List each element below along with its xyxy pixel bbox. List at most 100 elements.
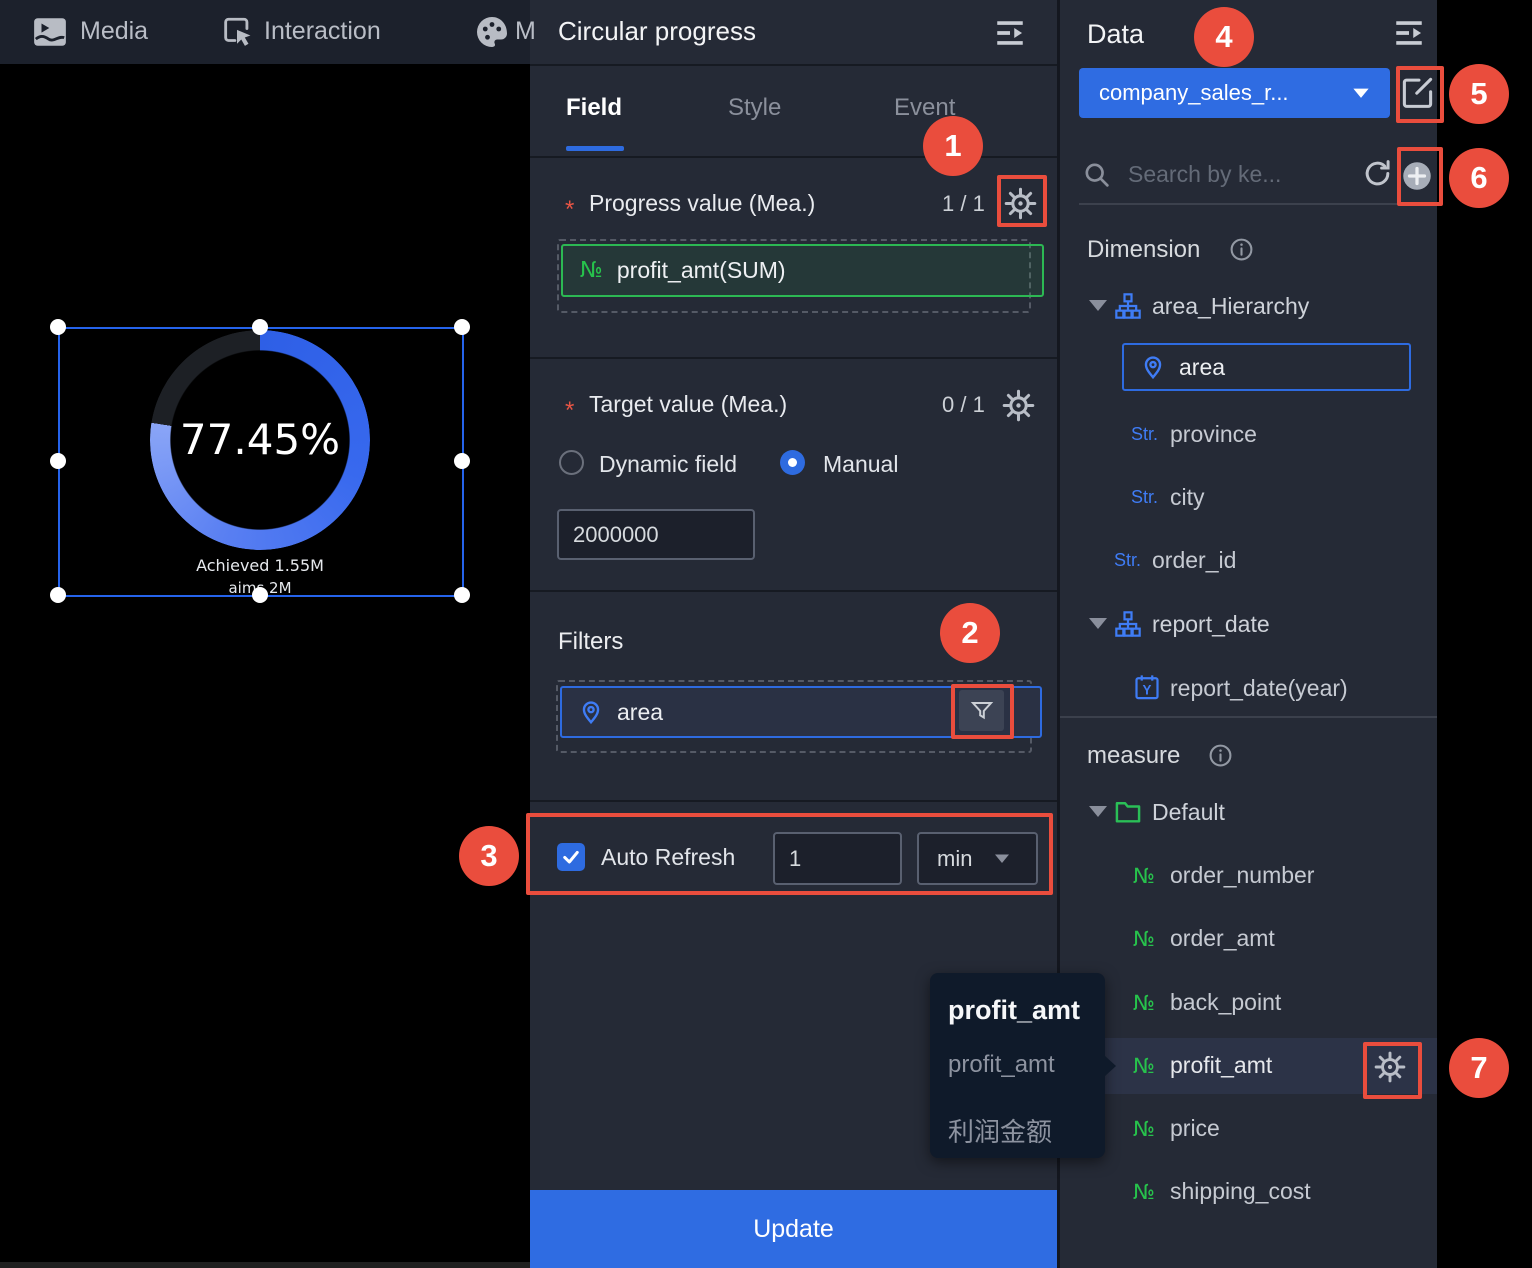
panel-gap (1057, 0, 1060, 1268)
editor-canvas[interactable] (0, 64, 530, 1262)
auto-refresh-checkbox[interactable] (557, 843, 585, 871)
progress-field-name: profit_amt(SUM) (616, 257, 786, 283)
refresh-interval-input[interactable]: 1 (773, 832, 902, 885)
search-input[interactable]: Search by ke... (1128, 161, 1282, 187)
dimension-item-report-date[interactable]: report_date (1152, 611, 1270, 637)
menubar-item-material[interactable]: M (515, 17, 536, 45)
location-pin-icon (578, 699, 604, 725)
tooltip-title: profit_amt (948, 995, 1081, 1025)
filter-settings-button[interactable] (959, 690, 1004, 731)
numeric-type-icon: № (1133, 991, 1155, 1015)
filters-label: Filters (558, 628, 624, 655)
numeric-type-icon: № (1133, 1180, 1155, 1204)
target-value-gear-icon[interactable] (1002, 389, 1035, 422)
selection-handle[interactable] (50, 319, 66, 335)
tab-style[interactable]: Style (728, 94, 782, 121)
radio-manual[interactable] (780, 450, 805, 475)
palette-icon (474, 14, 510, 50)
refresh-interval-text: 1 (789, 845, 802, 871)
measure-folder-default[interactable]: Default (1152, 799, 1225, 825)
progress-value-count: 1 / 1 (942, 191, 985, 216)
string-type-icon: Str. (1114, 550, 1142, 570)
numeric-type-icon: № (1133, 1117, 1155, 1141)
dimension-item-city[interactable]: city (1170, 484, 1205, 510)
search-icon (1082, 160, 1111, 189)
required-asterisk: * (565, 196, 575, 223)
dimension-item-report-date-year[interactable]: report_date(year) (1170, 675, 1348, 701)
dimension-item-province[interactable]: province (1170, 421, 1257, 447)
filter-field-name: area (617, 698, 664, 725)
measure-item-shipping-cost[interactable]: shipping_cost (1170, 1178, 1311, 1204)
annotation-box-edit (1396, 66, 1444, 123)
target-value-text: 2000000 (573, 521, 659, 547)
menubar-item-media[interactable]: Media (80, 17, 149, 45)
annotation-box-auto-refresh (526, 813, 1053, 895)
refresh-unit-text: min (937, 845, 973, 871)
annotation-badge-2: 2 (940, 603, 1000, 663)
measure-item-order-amt[interactable]: order_amt (1170, 925, 1275, 951)
radio-manual-label[interactable]: Manual (823, 451, 899, 477)
refresh-unit-select[interactable]: min (917, 832, 1038, 885)
selection-handle[interactable] (50, 587, 66, 603)
tree-expander-icon[interactable] (1089, 806, 1107, 817)
measure-item-profit-amt[interactable]: profit_amt (1170, 1052, 1273, 1078)
tree-expander-icon[interactable] (1089, 300, 1107, 311)
string-type-icon: Str. (1131, 424, 1159, 444)
add-field-icon[interactable] (1402, 161, 1432, 191)
dimension-item-area-hierarchy[interactable]: area_Hierarchy (1152, 293, 1310, 319)
edit-dataset-icon[interactable] (1400, 75, 1435, 110)
active-tab-underline (566, 146, 624, 151)
measure-item-price[interactable]: price (1170, 1115, 1220, 1141)
folder-icon (1114, 798, 1142, 826)
numeric-type-icon: № (1133, 1054, 1155, 1078)
dimension-item-label: area (1179, 353, 1226, 380)
annotation-badge-7: 7 (1449, 1038, 1509, 1098)
collapse-panel-icon[interactable] (993, 16, 1027, 50)
selection-handle[interactable] (252, 587, 268, 603)
measure-item-order-number[interactable]: order_number (1170, 862, 1315, 888)
radio-dynamic-field-label[interactable]: Dynamic field (599, 451, 738, 477)
dimension-item-order-id[interactable]: order_id (1152, 547, 1237, 573)
refresh-icon[interactable] (1362, 158, 1393, 189)
selection-handle[interactable] (50, 453, 66, 469)
tab-field[interactable]: Field (566, 94, 623, 121)
dataset-name: company_sales_r... (1099, 80, 1289, 105)
required-asterisk: * (565, 397, 575, 424)
info-icon[interactable] (1208, 743, 1233, 768)
measure-item-back-point[interactable]: back_point (1170, 989, 1282, 1015)
chevron-down-icon (994, 853, 1010, 864)
annotation-badge-1: 1 (923, 116, 983, 176)
progress-value-gear-icon[interactable] (1004, 187, 1037, 220)
canvas-bottom-strip (0, 1262, 530, 1268)
tree-expander-icon[interactable] (1089, 618, 1107, 629)
auto-refresh-label: Auto Refresh (601, 844, 736, 870)
annotation-box-gear7 (1363, 1042, 1422, 1099)
measure-gear-icon[interactable] (1374, 1051, 1406, 1083)
check-icon (563, 850, 579, 864)
numeric-type-icon: № (1133, 927, 1155, 951)
media-icon (33, 17, 67, 47)
target-value-label: Target value (Mea.) (589, 391, 788, 417)
collapse-panel-icon[interactable] (1392, 16, 1426, 50)
dataset-selector[interactable]: company_sales_r... (1079, 68, 1390, 118)
interaction-icon (220, 15, 254, 49)
target-value-input[interactable]: 2000000 (557, 509, 755, 560)
progress-percent-label: 77.45% (179, 415, 341, 464)
circular-progress-ring[interactable] (150, 330, 370, 550)
annotation-badge-3: 3 (459, 826, 519, 886)
selection-handle[interactable] (454, 319, 470, 335)
field-tooltip (930, 973, 1105, 1158)
tooltip-alias: 利润金额 (948, 1117, 1053, 1147)
annotation-box-funnel (951, 684, 1014, 739)
dimension-item-area-selected[interactable]: area (1122, 343, 1411, 391)
radio-dynamic-field[interactable] (559, 450, 584, 475)
selection-handle[interactable] (454, 453, 470, 469)
progress-field-chip[interactable]: № profit_amt(SUM) (561, 244, 1044, 297)
update-button-label: Update (753, 1214, 834, 1243)
selection-handle[interactable] (252, 319, 268, 335)
update-button[interactable]: Update (530, 1190, 1057, 1268)
progress-field-dropzone[interactable] (557, 239, 1031, 313)
menubar-item-interaction[interactable]: Interaction (264, 17, 381, 45)
selection-handle[interactable] (454, 587, 470, 603)
info-icon[interactable] (1229, 237, 1254, 262)
